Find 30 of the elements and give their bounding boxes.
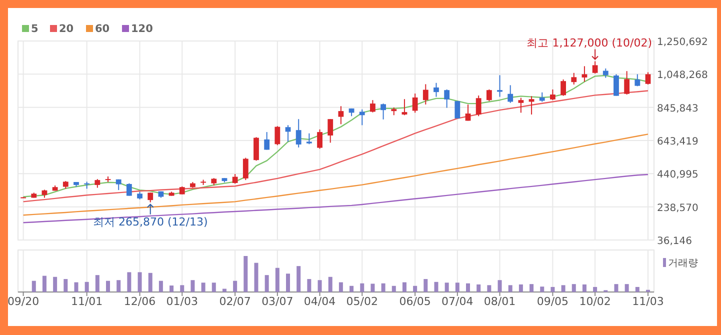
x-tick-label: 03/07 [262,295,294,308]
x-tick-label: 11/01 [70,295,103,308]
y-tick-label: 440,995 [657,170,698,181]
annotation: 최저 265,870 (12/13) [92,204,208,228]
annotation: 최저 265,870 (12/13) [92,215,208,228]
x-tick-label: 04/04 [304,295,336,308]
x-tick-label: 02/07 [219,295,251,308]
legend-거래량: 거래량 [663,258,698,269]
x-tick-label: 05/02 [346,295,378,308]
legend-label: 20 [59,23,74,35]
x-tick-label: 09/05 [536,295,569,308]
x-tick-label: 09/20 [7,295,40,308]
y-tick-label: 1,048,268 [657,70,708,82]
x-tick-label: 06/05 [399,295,431,308]
x-tick-label: 10/02 [579,295,611,308]
y-tick-label: 238,570 [657,202,698,214]
annotation: 최고 1,127,000 (10/02) [526,36,652,50]
x-tick-label: 01/03 [166,295,198,308]
y-tick-label: 845,843 [657,103,698,114]
x-tick-label: 11/03 [632,295,664,308]
legend-label: 5 [31,23,38,35]
x-tick-label: 07/04 [442,295,474,308]
annotation: 최고 1,127,000 (10/02) [526,36,652,60]
legend-label: 120 [131,23,153,35]
legend-label: 60 [95,23,110,35]
x-tick-label: 08/01 [484,295,516,308]
y-tick-label: 1,250,692 [657,37,708,48]
y-tick-label: 643,419 [657,136,698,148]
x-tick-label: 12/06 [124,295,156,308]
y-tick-label: 36,146 [657,236,692,247]
